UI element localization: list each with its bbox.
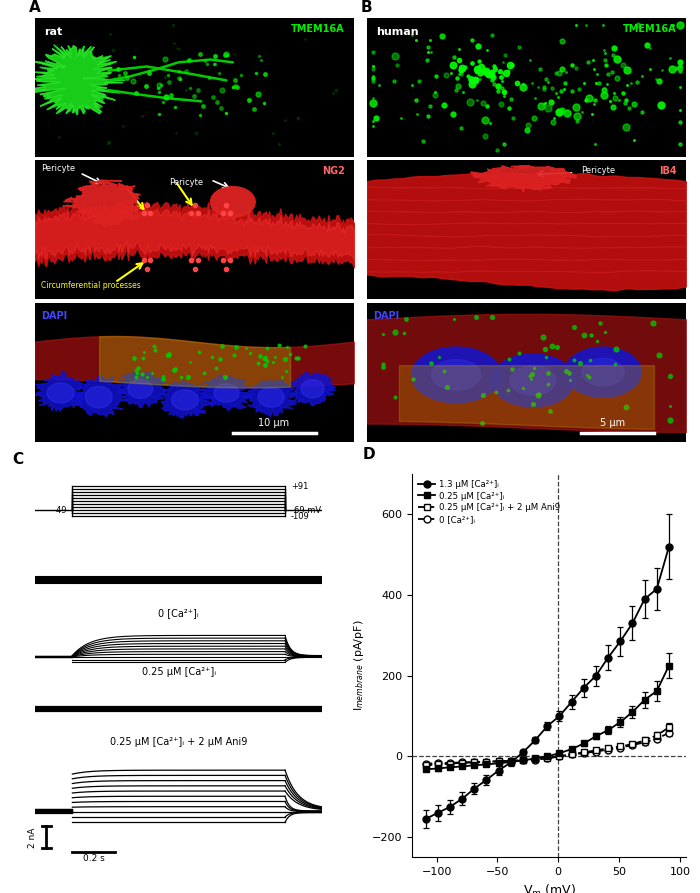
Polygon shape (71, 375, 126, 417)
Polygon shape (158, 381, 216, 419)
Polygon shape (290, 372, 336, 406)
Text: rat: rat (45, 27, 63, 37)
Text: DAPI: DAPI (41, 312, 67, 321)
Text: 0.25 μM [Ca²⁺]ᵢ: 0.25 μM [Ca²⁺]ᵢ (141, 667, 216, 677)
Polygon shape (241, 380, 297, 416)
Text: TMEM16A: TMEM16A (623, 24, 676, 34)
Polygon shape (85, 387, 112, 408)
Text: +91: +91 (290, 482, 308, 491)
Text: Pericyte: Pericyte (41, 164, 76, 173)
Text: TMEM16A: TMEM16A (291, 24, 344, 34)
Text: NG2: NG2 (322, 166, 344, 176)
Polygon shape (211, 187, 256, 217)
Text: C: C (12, 453, 23, 468)
Text: IB4: IB4 (659, 166, 676, 176)
X-axis label: V$_{m}$ (mV): V$_{m}$ (mV) (523, 882, 575, 893)
Text: D: D (363, 446, 376, 462)
Polygon shape (491, 355, 574, 407)
Text: B: B (360, 0, 372, 15)
Text: human: human (377, 27, 419, 37)
Text: Pericyte: Pericyte (169, 179, 203, 188)
Polygon shape (199, 375, 254, 411)
Text: A: A (29, 0, 41, 15)
Text: Pericyte: Pericyte (581, 166, 615, 175)
Polygon shape (25, 45, 125, 115)
Polygon shape (117, 371, 167, 407)
Polygon shape (470, 165, 576, 192)
Text: 0.2 s: 0.2 s (83, 855, 104, 864)
Text: -109: -109 (290, 512, 309, 521)
Y-axis label: I$_{membrane}$ (pA/pF): I$_{membrane}$ (pA/pF) (353, 620, 367, 712)
Polygon shape (214, 384, 239, 402)
Text: -49: -49 (53, 506, 66, 515)
Legend: 1.3 μM [Ca²⁺]ᵢ, 0.25 μM [Ca²⁺]ᵢ, 0.25 μM [Ca²⁺]ᵢ + 2 μM Ani9, 0 [Ca²⁺]ᵢ: 1.3 μM [Ca²⁺]ᵢ, 0.25 μM [Ca²⁺]ᵢ, 0.25 μM… (416, 478, 562, 525)
Polygon shape (510, 366, 556, 395)
Polygon shape (412, 347, 501, 403)
Text: Circumferential processes: Circumferential processes (41, 281, 141, 290)
Text: 10 μm: 10 μm (258, 418, 290, 429)
Text: 2 nA: 2 nA (27, 827, 36, 847)
Polygon shape (47, 383, 74, 403)
Polygon shape (172, 390, 198, 410)
Polygon shape (258, 388, 284, 407)
Polygon shape (432, 360, 481, 390)
Text: 0.25 μM [Ca²⁺]ᵢ + 2 μM Ani9: 0.25 μM [Ca²⁺]ᵢ + 2 μM Ani9 (110, 737, 247, 747)
Polygon shape (565, 347, 641, 397)
Text: 0 [Ca²⁺]ᵢ: 0 [Ca²⁺]ᵢ (158, 608, 199, 618)
Polygon shape (301, 380, 324, 398)
Polygon shape (582, 358, 624, 386)
Text: DAPI: DAPI (373, 312, 400, 321)
Text: 5 μm: 5 μm (600, 418, 625, 429)
Polygon shape (62, 180, 141, 226)
Polygon shape (128, 380, 153, 398)
Text: -69 mV: -69 mV (290, 506, 321, 515)
Polygon shape (32, 371, 88, 412)
Polygon shape (25, 45, 125, 115)
